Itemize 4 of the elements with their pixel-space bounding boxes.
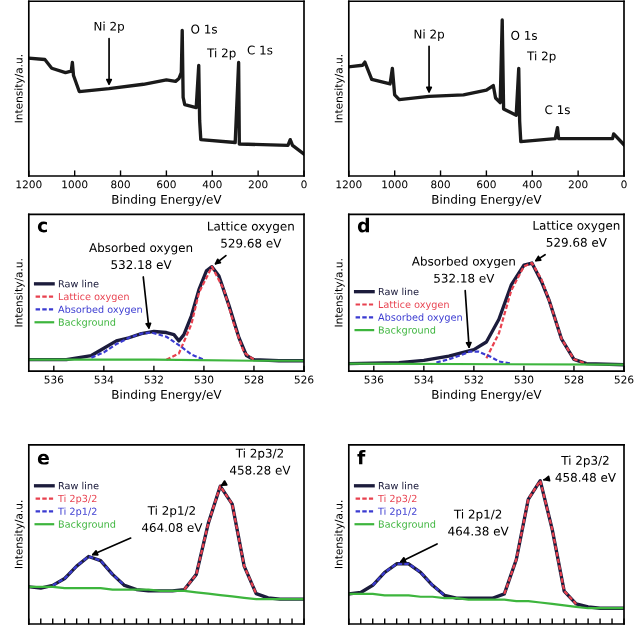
text: c <box>37 221 47 233</box>
text: d <box>357 217 369 233</box>
text: e <box>37 453 49 465</box>
text: f <box>357 450 366 465</box>
